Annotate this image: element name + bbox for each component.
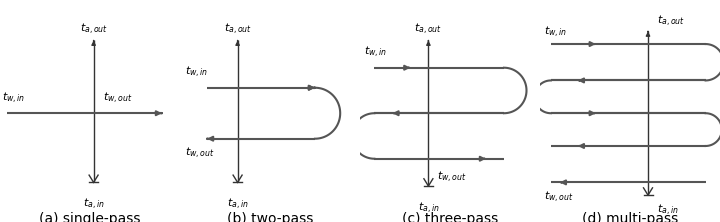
Text: $t_{a,in}$: $t_{a,in}$ [227,197,248,212]
Text: (a) single-pass: (a) single-pass [40,212,140,222]
Text: $t_{w,in}$: $t_{w,in}$ [544,25,567,40]
Text: $t_{w,out}$: $t_{w,out}$ [186,146,215,161]
Text: $t_{a,out}$: $t_{a,out}$ [223,22,252,37]
Text: $t_{w,in}$: $t_{w,in}$ [364,45,387,60]
Text: $t_{a,out}$: $t_{a,out}$ [79,22,108,37]
Text: $t_{a,out}$: $t_{a,out}$ [414,22,443,37]
Text: $t_{a,out}$: $t_{a,out}$ [657,14,685,30]
Text: (b) two-pass: (b) two-pass [227,212,313,222]
Text: $t_{a,in}$: $t_{a,in}$ [83,197,104,212]
Text: $t_{w,in}$: $t_{w,in}$ [186,65,209,80]
Text: $t_{w,out}$: $t_{w,out}$ [438,170,467,185]
Text: $t_{a,in}$: $t_{a,in}$ [418,201,439,216]
Text: (d) multi-pass: (d) multi-pass [582,212,678,222]
Text: $t_{w,in}$: $t_{w,in}$ [2,91,25,106]
Text: $t_{a,in}$: $t_{a,in}$ [657,202,679,218]
Text: $t_{w,out}$: $t_{w,out}$ [544,190,573,205]
Text: (c) three-pass: (c) three-pass [402,212,498,222]
Text: $t_{w,out}$: $t_{w,out}$ [103,91,132,106]
